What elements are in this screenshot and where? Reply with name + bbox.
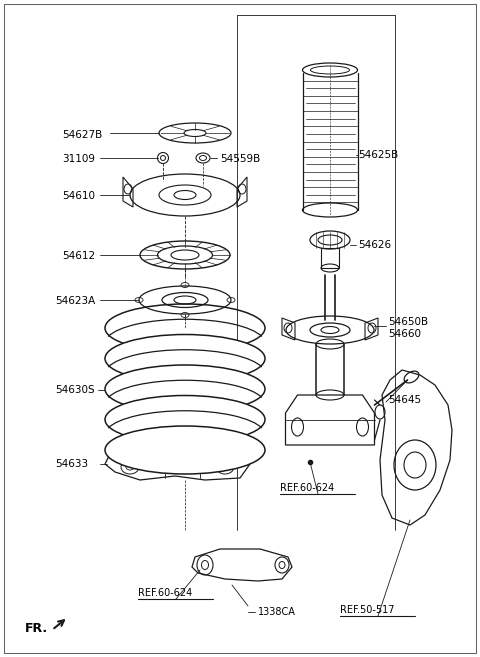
Text: REF.50-517: REF.50-517	[340, 605, 395, 615]
Text: 54627B: 54627B	[62, 130, 102, 140]
Text: 54660: 54660	[388, 329, 421, 339]
Text: 54630S: 54630S	[55, 385, 95, 395]
Ellipse shape	[105, 365, 265, 413]
Text: 54612: 54612	[62, 251, 95, 261]
Ellipse shape	[105, 426, 265, 474]
Ellipse shape	[105, 396, 265, 443]
Text: 1338CA: 1338CA	[258, 607, 296, 617]
Text: 54625B: 54625B	[358, 150, 398, 160]
Text: 54623A: 54623A	[55, 296, 95, 306]
Text: 54626: 54626	[358, 240, 391, 250]
Text: 31109: 31109	[62, 154, 95, 164]
Text: 54633: 54633	[55, 459, 88, 469]
Text: REF.60-624: REF.60-624	[280, 483, 334, 493]
Bar	[321, 248, 339, 268]
Text: 54650B: 54650B	[388, 317, 428, 327]
Text: REF.60-624: REF.60-624	[138, 588, 192, 598]
Text: 54559B: 54559B	[220, 154, 260, 164]
Text: FR.: FR.	[25, 622, 48, 635]
Ellipse shape	[105, 334, 265, 382]
Text: 54645: 54645	[388, 395, 421, 405]
Text: 54610: 54610	[62, 191, 95, 201]
